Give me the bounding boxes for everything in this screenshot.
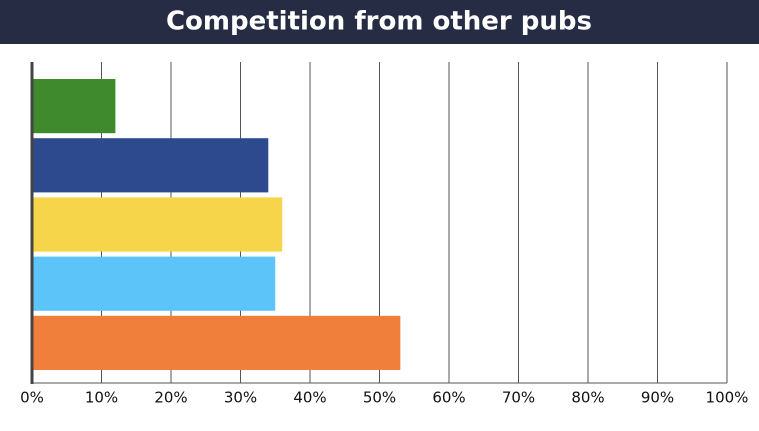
bar [32,138,269,193]
x-tick-label: 50% [363,389,396,407]
x-tick-label: 70% [502,389,535,407]
bar [32,256,276,311]
bar [32,79,116,134]
x-tick-label: 10% [85,389,118,407]
x-tick-label: 30% [224,389,257,407]
x-tick-label: 100% [706,389,749,407]
title-bar [0,0,759,44]
x-tick-label: 40% [293,389,326,407]
x-tick-label: 60% [432,389,465,407]
bar [32,197,283,252]
x-tick-label: 0% [20,389,44,407]
x-tick-label: 20% [154,389,187,407]
chart-title: Competition from other pubs [166,7,592,37]
bar [32,315,401,370]
x-tick-label: 80% [571,389,604,407]
x-tick-label: 90% [641,389,674,407]
